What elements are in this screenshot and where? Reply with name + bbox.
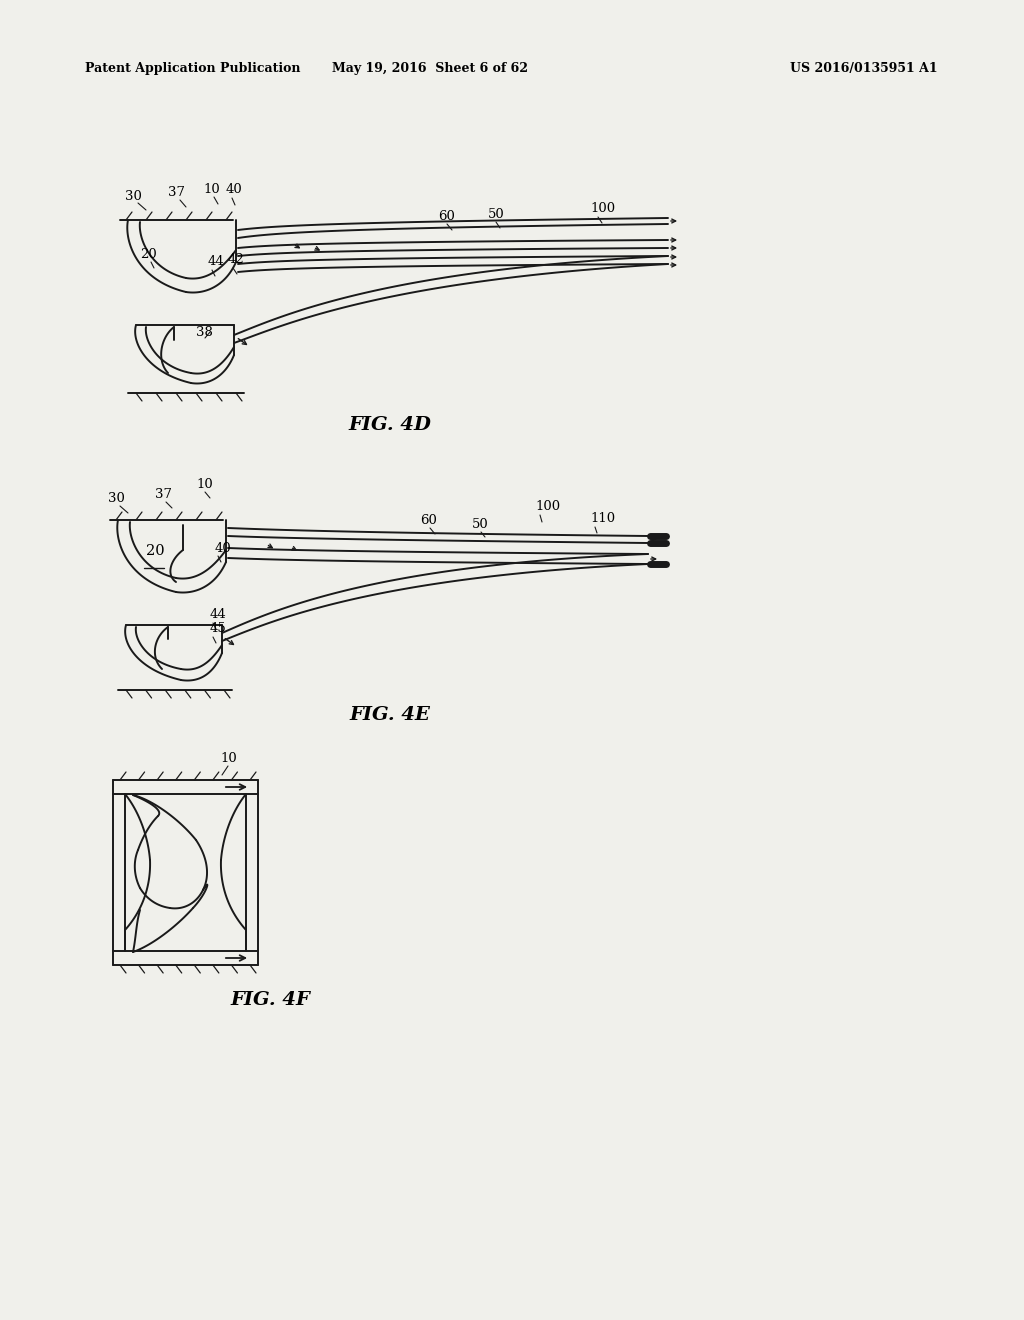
Text: 40: 40 [215,543,231,554]
Text: 50: 50 [472,517,488,531]
Text: 60: 60 [438,210,455,223]
Text: May 19, 2016  Sheet 6 of 62: May 19, 2016 Sheet 6 of 62 [332,62,528,75]
Text: FIG. 4E: FIG. 4E [349,706,430,723]
Text: 20: 20 [140,248,157,261]
Text: 10: 10 [196,478,213,491]
Text: 44: 44 [208,255,224,268]
Text: 45: 45 [210,622,226,635]
Text: 100: 100 [590,202,615,215]
Text: 30: 30 [125,190,142,203]
Text: 40: 40 [226,183,243,195]
Text: 10: 10 [220,752,237,766]
Text: 37: 37 [155,488,172,502]
Text: FIG. 4D: FIG. 4D [348,416,431,434]
Text: 100: 100 [535,500,560,513]
Text: 20: 20 [146,544,165,558]
Text: Patent Application Publication: Patent Application Publication [85,62,300,75]
Text: 60: 60 [420,513,437,527]
Text: 10: 10 [203,183,220,195]
Text: FIG. 4F: FIG. 4F [230,991,310,1008]
Text: 37: 37 [168,186,185,199]
Text: 110: 110 [590,512,615,525]
Text: 38: 38 [196,326,213,339]
Text: 30: 30 [108,492,125,506]
Text: 44: 44 [210,609,226,620]
Text: 42: 42 [228,253,245,267]
Text: US 2016/0135951 A1: US 2016/0135951 A1 [790,62,938,75]
Text: 50: 50 [488,209,505,220]
